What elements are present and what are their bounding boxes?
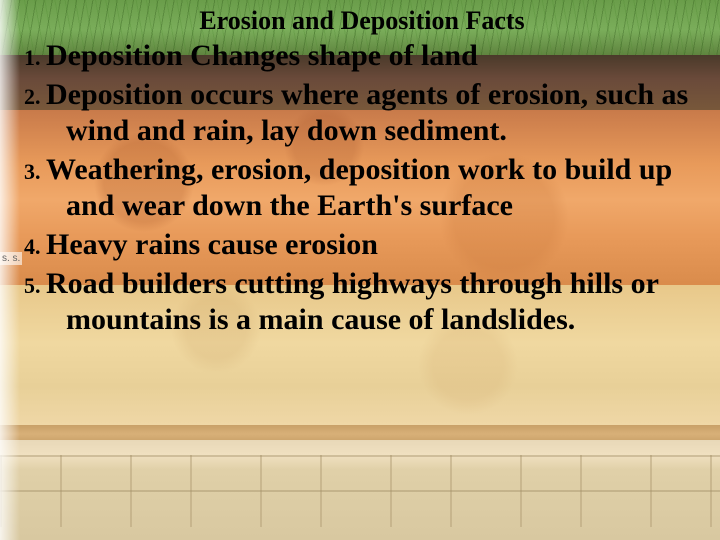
fact-item: Deposition occurs where agents of erosio… [24, 77, 700, 150]
fact-item: Road builders cutting highways through h… [24, 266, 700, 339]
fact-item: Deposition Changes shape of land [24, 38, 700, 75]
fact-item: Weathering, erosion, deposition work to … [24, 152, 700, 225]
fact-item: Heavy rains cause erosion [24, 227, 700, 264]
page-title: Erosion and Deposition Facts [24, 6, 700, 36]
text-content: Erosion and Deposition Facts Deposition … [0, 0, 720, 540]
facts-list: Deposition Changes shape of land Deposit… [24, 38, 700, 339]
